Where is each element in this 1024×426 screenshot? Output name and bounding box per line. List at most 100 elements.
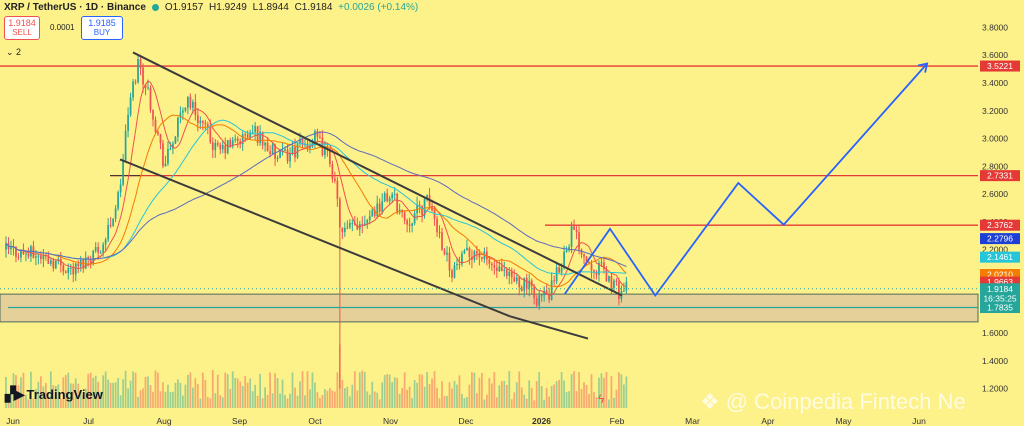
symbol-title[interactable]: XRP / TetherUS · 1D · Binance xyxy=(4,1,146,13)
candle xyxy=(234,138,237,140)
volume-bar xyxy=(264,387,266,408)
buy-label: BUY xyxy=(93,28,111,37)
volume-bar xyxy=(411,398,413,408)
volume-bar xyxy=(356,390,359,408)
candle xyxy=(451,270,453,278)
sell-price: 1.9184 xyxy=(8,18,36,28)
volume-bar xyxy=(518,371,521,408)
candle xyxy=(615,280,618,282)
candle xyxy=(276,157,279,159)
candle xyxy=(488,259,491,264)
volume-bar xyxy=(319,397,321,408)
volume-bar xyxy=(595,397,598,408)
volume-bar xyxy=(62,377,65,408)
candle xyxy=(59,258,62,266)
candle xyxy=(137,59,139,82)
sell-button[interactable]: 1.9184 SELL xyxy=(4,16,40,40)
volume-bar xyxy=(391,382,394,408)
symbol-header: XRP / TetherUS · 1D · Binance O1.9157 H1… xyxy=(0,0,421,14)
x-tick-label: Sep xyxy=(232,416,247,426)
volume-bar xyxy=(436,387,438,408)
volume-bar xyxy=(261,398,264,408)
candle xyxy=(162,143,164,167)
volume-bar xyxy=(324,389,326,408)
volume-bar xyxy=(112,382,115,408)
volume-bar xyxy=(40,376,42,408)
candle xyxy=(124,130,127,161)
candle xyxy=(82,259,85,269)
candle xyxy=(463,250,466,254)
candle xyxy=(314,130,316,143)
volume-bar xyxy=(495,397,498,408)
candle xyxy=(334,178,336,181)
volume-bar xyxy=(184,384,187,408)
candle xyxy=(84,257,87,269)
candle xyxy=(199,120,202,124)
candle xyxy=(533,286,536,299)
bolt-icon[interactable]: ϟ xyxy=(598,392,605,406)
buy-button[interactable]: 1.9185 BUY xyxy=(81,16,123,40)
candle xyxy=(316,130,319,137)
candle xyxy=(508,271,511,276)
volume-bar xyxy=(398,393,401,408)
x-tick-label: Jun xyxy=(912,416,926,426)
volume-bar xyxy=(139,390,142,408)
volume-bar xyxy=(32,398,35,408)
volume-bar xyxy=(361,370,364,408)
candle xyxy=(266,142,269,152)
volume-bar xyxy=(573,371,575,408)
volume-bar xyxy=(500,381,503,408)
candle xyxy=(129,97,132,115)
volume-bar xyxy=(191,387,194,408)
candle xyxy=(540,295,543,297)
tradingview-logo: ▞▶ TradingView xyxy=(5,386,103,403)
volume-bar xyxy=(274,373,276,408)
volume-bar xyxy=(413,379,416,408)
volume-bar xyxy=(406,389,409,408)
x-tick-label: Aug xyxy=(156,416,171,426)
candle xyxy=(102,244,105,253)
volume-bar xyxy=(483,399,486,408)
x-tick-label: Mar xyxy=(685,416,700,426)
volume-bar xyxy=(421,374,423,408)
candle xyxy=(291,146,294,154)
volume-bar xyxy=(401,388,404,408)
volume-bar xyxy=(583,382,585,408)
candle xyxy=(149,87,152,110)
volume-bar xyxy=(363,371,366,408)
volume-bar xyxy=(271,393,274,408)
channel-upper-line xyxy=(132,51,623,297)
candle xyxy=(558,267,560,273)
candle xyxy=(348,222,351,228)
market-status-icon xyxy=(151,3,159,11)
volume-bar xyxy=(276,378,279,408)
candle xyxy=(221,145,224,150)
volume-bar xyxy=(558,379,560,408)
price-label-text: 2.0210 xyxy=(987,270,1013,280)
candle xyxy=(144,84,147,88)
price-label-text: 1.7835 xyxy=(987,303,1013,313)
price-label-text: 2.2796 xyxy=(987,234,1013,244)
volume-bar xyxy=(466,397,468,408)
candle xyxy=(583,254,585,257)
volume-bar xyxy=(593,392,595,408)
candle xyxy=(256,126,259,143)
x-tick-label: 2026 xyxy=(532,416,551,426)
candle xyxy=(226,140,229,154)
volume-bar xyxy=(22,372,25,408)
volume-bar xyxy=(42,386,45,408)
volume-bar xyxy=(102,375,105,408)
candle xyxy=(324,146,326,156)
price-label-text: 2.7331 xyxy=(987,171,1013,181)
volume-bar xyxy=(216,374,219,408)
volume-bar xyxy=(468,384,471,408)
indicators-toggle[interactable]: ⌄ 2 xyxy=(6,47,22,57)
candle xyxy=(331,164,334,179)
candle xyxy=(109,224,112,226)
volume-bar xyxy=(256,395,259,408)
candle xyxy=(406,220,409,225)
volume-bar xyxy=(149,385,152,408)
candle xyxy=(608,276,610,282)
candle xyxy=(618,281,620,299)
